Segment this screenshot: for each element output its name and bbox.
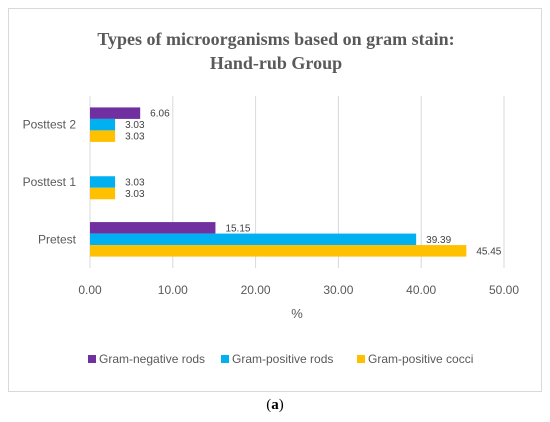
data-label: 3.03 bbox=[125, 132, 145, 143]
bar bbox=[90, 233, 417, 246]
bar bbox=[90, 130, 116, 142]
bar bbox=[90, 245, 467, 257]
x-tick-label: 30.00 bbox=[323, 283, 353, 297]
data-label: 3.03 bbox=[125, 189, 145, 200]
x-tick-label: 10.00 bbox=[158, 283, 188, 297]
data-label: 6.06 bbox=[150, 109, 170, 120]
category-label: Pretest bbox=[38, 232, 77, 246]
x-tick-label: 0.00 bbox=[78, 283, 102, 297]
legend-swatch bbox=[88, 355, 96, 363]
x-tick-label: 50.00 bbox=[489, 283, 519, 297]
bar bbox=[90, 187, 116, 200]
chart-title-line-2: Hand-rub Group bbox=[210, 53, 342, 73]
legend: Gram-negative rods Gram-positive rods Gram… bbox=[88, 352, 473, 366]
chart-frame bbox=[8, 8, 542, 392]
category-label: Posttest 1 bbox=[23, 175, 77, 189]
x-tick-label: 20.00 bbox=[241, 283, 271, 297]
caption-open: ( bbox=[266, 397, 272, 413]
x-axis-title: % bbox=[291, 306, 303, 321]
x-tick-labels: 0.00 10.00 20.00 30.00 40.00 50.00 bbox=[78, 283, 519, 297]
category-label: Posttest 2 bbox=[23, 118, 77, 132]
bar bbox=[90, 222, 216, 234]
legend-swatch bbox=[357, 355, 365, 363]
legend-entry: Gram-positive cocci bbox=[368, 352, 473, 366]
chart-svg: Types of microorganisms based on gram st… bbox=[23, 29, 520, 366]
caption-letter: a bbox=[271, 397, 279, 413]
data-label: 15.15 bbox=[225, 223, 250, 234]
bar bbox=[90, 107, 141, 119]
x-tick-label: 40.00 bbox=[406, 283, 436, 297]
legend-entry: Gram-negative rods bbox=[99, 352, 205, 366]
bar bbox=[90, 118, 116, 131]
data-label: 39.39 bbox=[426, 235, 451, 246]
figure-caption: (a) bbox=[0, 397, 550, 414]
category-labels: Posttest 2 Posttest 1 Pretest bbox=[23, 118, 77, 247]
data-label: 3.03 bbox=[125, 178, 145, 189]
legend-swatch bbox=[221, 355, 229, 363]
bar bbox=[90, 176, 116, 188]
bars bbox=[90, 107, 467, 257]
chart-title-line-1: Types of microorganisms based on gram st… bbox=[97, 29, 454, 49]
caption-close: ) bbox=[278, 397, 284, 413]
data-label: 45.45 bbox=[476, 246, 501, 257]
data-label: 3.03 bbox=[125, 120, 145, 131]
legend-entry: Gram-positive rods bbox=[232, 352, 333, 366]
